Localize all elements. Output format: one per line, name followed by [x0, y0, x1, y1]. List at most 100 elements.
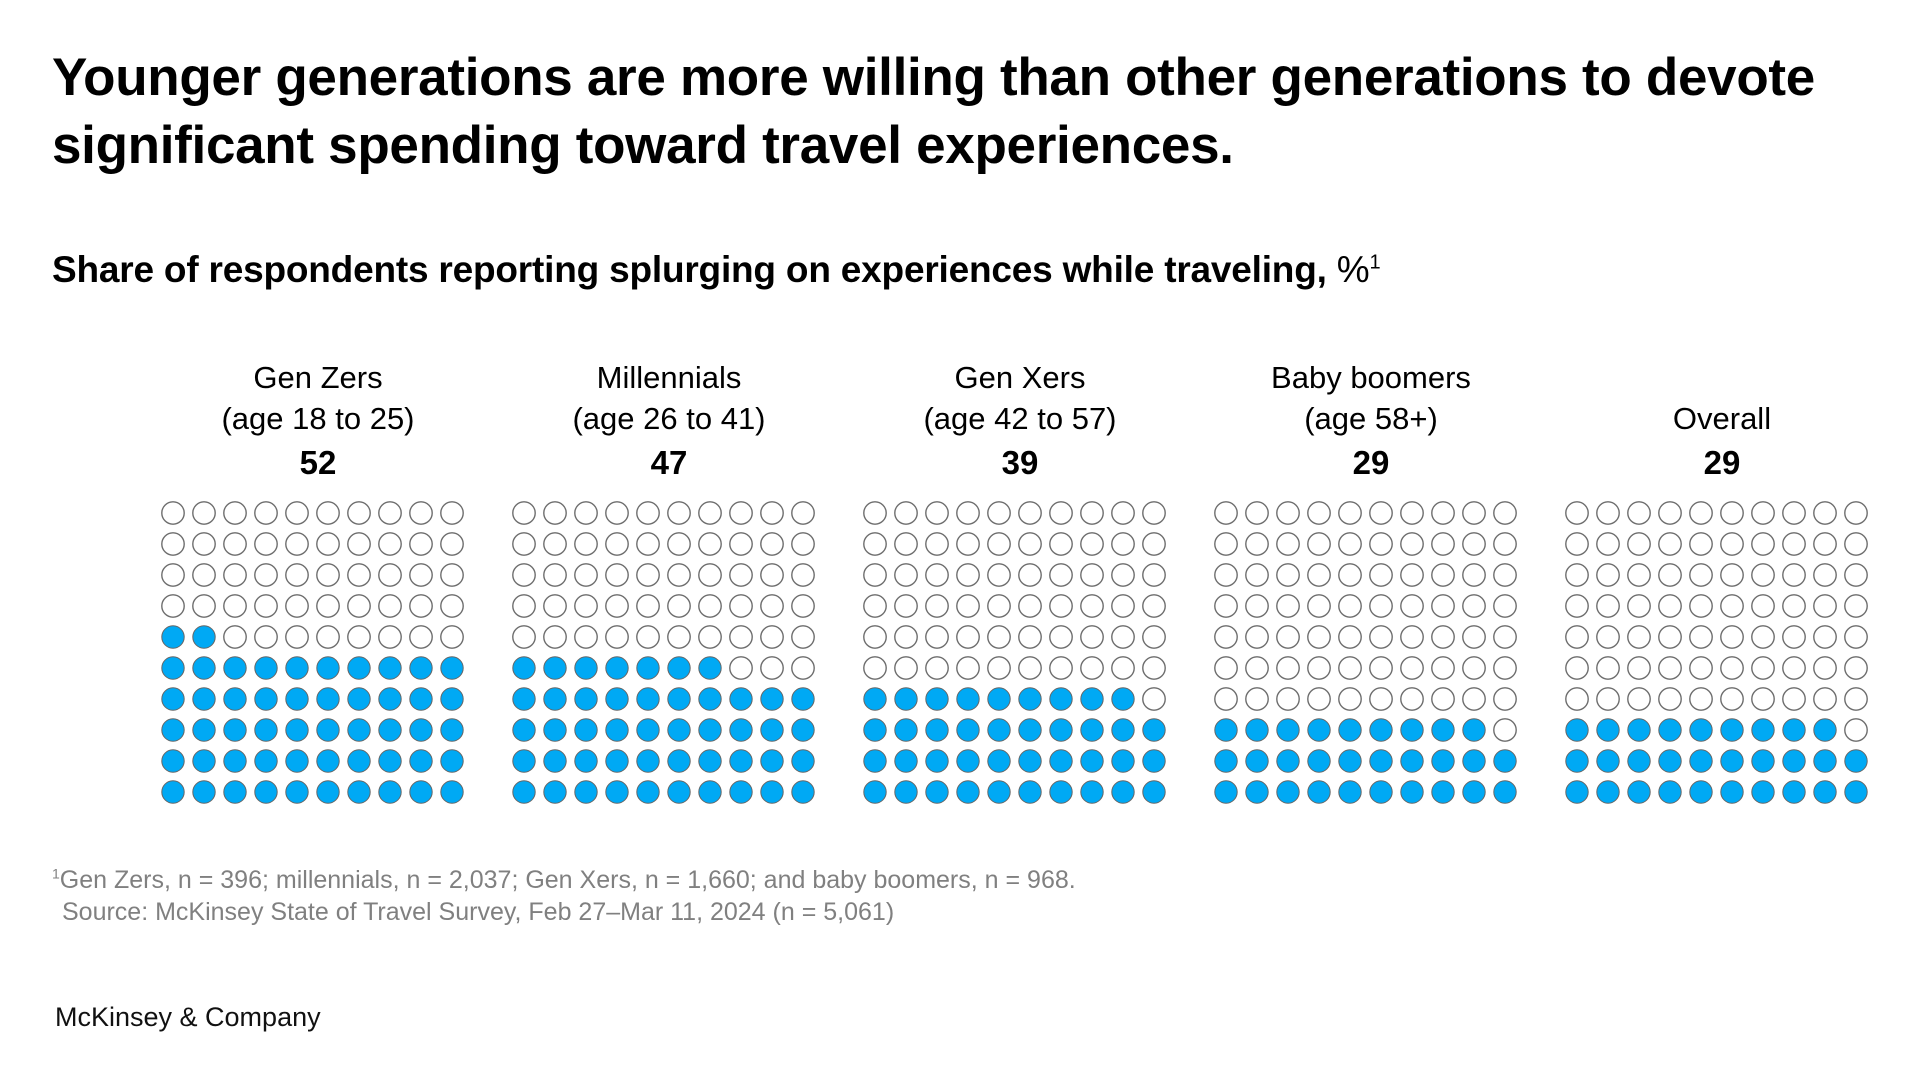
- chart-headline: Younger generations are more willing tha…: [52, 48, 1815, 175]
- waffle-dot-filled: [1844, 749, 1868, 773]
- waffle-dot-empty: [1018, 563, 1042, 587]
- waffle-dot-empty: [894, 656, 918, 680]
- waffle-dot-empty: [1338, 501, 1362, 525]
- waffle-dot-filled: [1080, 687, 1104, 711]
- waffle-dot-empty: [409, 532, 433, 556]
- waffle-dot-filled: [729, 780, 753, 804]
- waffle-dot-filled: [760, 718, 784, 742]
- waffle-dot-filled: [512, 749, 536, 773]
- waffle-dot-filled: [1111, 749, 1135, 773]
- waffle-dot-empty: [1658, 656, 1682, 680]
- waffle-dot-empty: [1049, 563, 1073, 587]
- panel-label-line: (age 42 to 57): [923, 401, 1117, 436]
- panel-header: Overall 29: [1552, 357, 1892, 483]
- waffle-dot-filled: [574, 718, 598, 742]
- waffle-dot-filled: [161, 749, 185, 773]
- waffle-dot-empty: [1493, 625, 1517, 649]
- waffle-dot-filled: [1245, 718, 1269, 742]
- waffle-dot-filled: [192, 656, 216, 680]
- waffle-dot-filled: [192, 749, 216, 773]
- waffle-dot-filled: [161, 656, 185, 680]
- waffle-dot-empty: [760, 594, 784, 618]
- waffle-dot-filled: [1369, 780, 1393, 804]
- waffle-dot-empty: [1844, 501, 1868, 525]
- waffle-dot-filled: [1813, 749, 1837, 773]
- waffle-dot-empty: [1400, 656, 1424, 680]
- waffle-dot-filled: [512, 780, 536, 804]
- waffle-dot-filled: [1214, 718, 1238, 742]
- waffle-dot-empty: [1431, 501, 1455, 525]
- waffle-dot-empty: [1689, 594, 1713, 618]
- waffle-dot-filled: [574, 780, 598, 804]
- waffle-dot-empty: [1245, 501, 1269, 525]
- waffle-svg: [512, 501, 815, 804]
- waffle-dot-empty: [698, 563, 722, 587]
- waffle-dot-empty: [347, 501, 371, 525]
- waffle-dot-filled: [285, 687, 309, 711]
- waffle-dot-filled: [1658, 718, 1682, 742]
- waffle-dot-filled: [698, 780, 722, 804]
- waffle-dot-filled: [1658, 749, 1682, 773]
- waffle-dot-empty: [863, 501, 887, 525]
- waffle-dot-filled: [987, 780, 1011, 804]
- waffle-dot-empty: [1049, 532, 1073, 556]
- waffle-dot-empty: [1658, 501, 1682, 525]
- waffle-dot-empty: [636, 563, 660, 587]
- waffle-dot-empty: [254, 532, 278, 556]
- waffle-dot-filled: [512, 718, 536, 742]
- waffle-dot-filled: [316, 718, 340, 742]
- waffle-dot-empty: [1462, 532, 1486, 556]
- waffle-dot-empty: [1782, 687, 1806, 711]
- panel-label: Overall: [1552, 398, 1892, 439]
- waffle-dot-filled: [254, 780, 278, 804]
- waffle-dot-empty: [956, 563, 980, 587]
- footnote-marker: 1: [52, 865, 60, 882]
- waffle-dot-filled: [636, 718, 660, 742]
- waffle-dot-empty: [161, 563, 185, 587]
- waffle-dot-empty: [1565, 687, 1589, 711]
- panel-label-line: (age 18 to 25): [221, 401, 415, 436]
- waffle-dot-empty: [1080, 532, 1104, 556]
- waffle-dot-empty: [1018, 625, 1042, 649]
- waffle-dot-empty: [316, 563, 340, 587]
- waffle-dot-filled: [1369, 749, 1393, 773]
- waffle-dot-empty: [1627, 532, 1651, 556]
- waffle-dot-filled: [1782, 718, 1806, 742]
- waffle-dot-empty: [285, 532, 309, 556]
- waffle-dot-empty: [223, 501, 247, 525]
- waffle-dot-filled: [1049, 718, 1073, 742]
- waffle-dot-empty: [1565, 594, 1589, 618]
- waffle-dot-empty: [1018, 532, 1042, 556]
- waffle-dot-empty: [1596, 563, 1620, 587]
- waffle-dot-filled: [223, 656, 247, 680]
- waffle-dot-empty: [1596, 625, 1620, 649]
- waffle-dot-empty: [956, 532, 980, 556]
- waffle-dot-filled: [192, 625, 216, 649]
- waffle-dot-empty: [543, 532, 567, 556]
- waffle-dot-empty: [1844, 625, 1868, 649]
- waffle-dot-filled: [409, 656, 433, 680]
- waffle-dot-empty: [1720, 563, 1744, 587]
- waffle-dot-empty: [1658, 687, 1682, 711]
- waffle-dot-empty: [1049, 625, 1073, 649]
- waffle-dot-empty: [1245, 625, 1269, 649]
- waffle-dot-empty: [605, 563, 629, 587]
- waffle-dot-filled: [667, 718, 691, 742]
- waffle-dot-empty: [1431, 532, 1455, 556]
- waffle-dot-filled: [1813, 718, 1837, 742]
- waffle-dot-empty: [791, 563, 815, 587]
- waffle-dot-filled: [698, 687, 722, 711]
- waffle-dot-empty: [791, 656, 815, 680]
- waffle-dot-empty: [1142, 687, 1166, 711]
- waffle-dot-filled: [316, 656, 340, 680]
- waffle-dot-filled: [636, 656, 660, 680]
- waffle-dot-empty: [1782, 563, 1806, 587]
- waffle-dot-empty: [1813, 563, 1837, 587]
- waffle-dot-empty: [1462, 625, 1486, 649]
- waffle-dot-filled: [894, 718, 918, 742]
- waffle-dot-empty: [1462, 594, 1486, 618]
- waffle-dot-empty: [1431, 594, 1455, 618]
- waffle-dot-filled: [667, 687, 691, 711]
- panel-label-line: Gen Xers: [954, 360, 1086, 395]
- subtitle-text: Share of respondents reporting splurging…: [52, 249, 1327, 290]
